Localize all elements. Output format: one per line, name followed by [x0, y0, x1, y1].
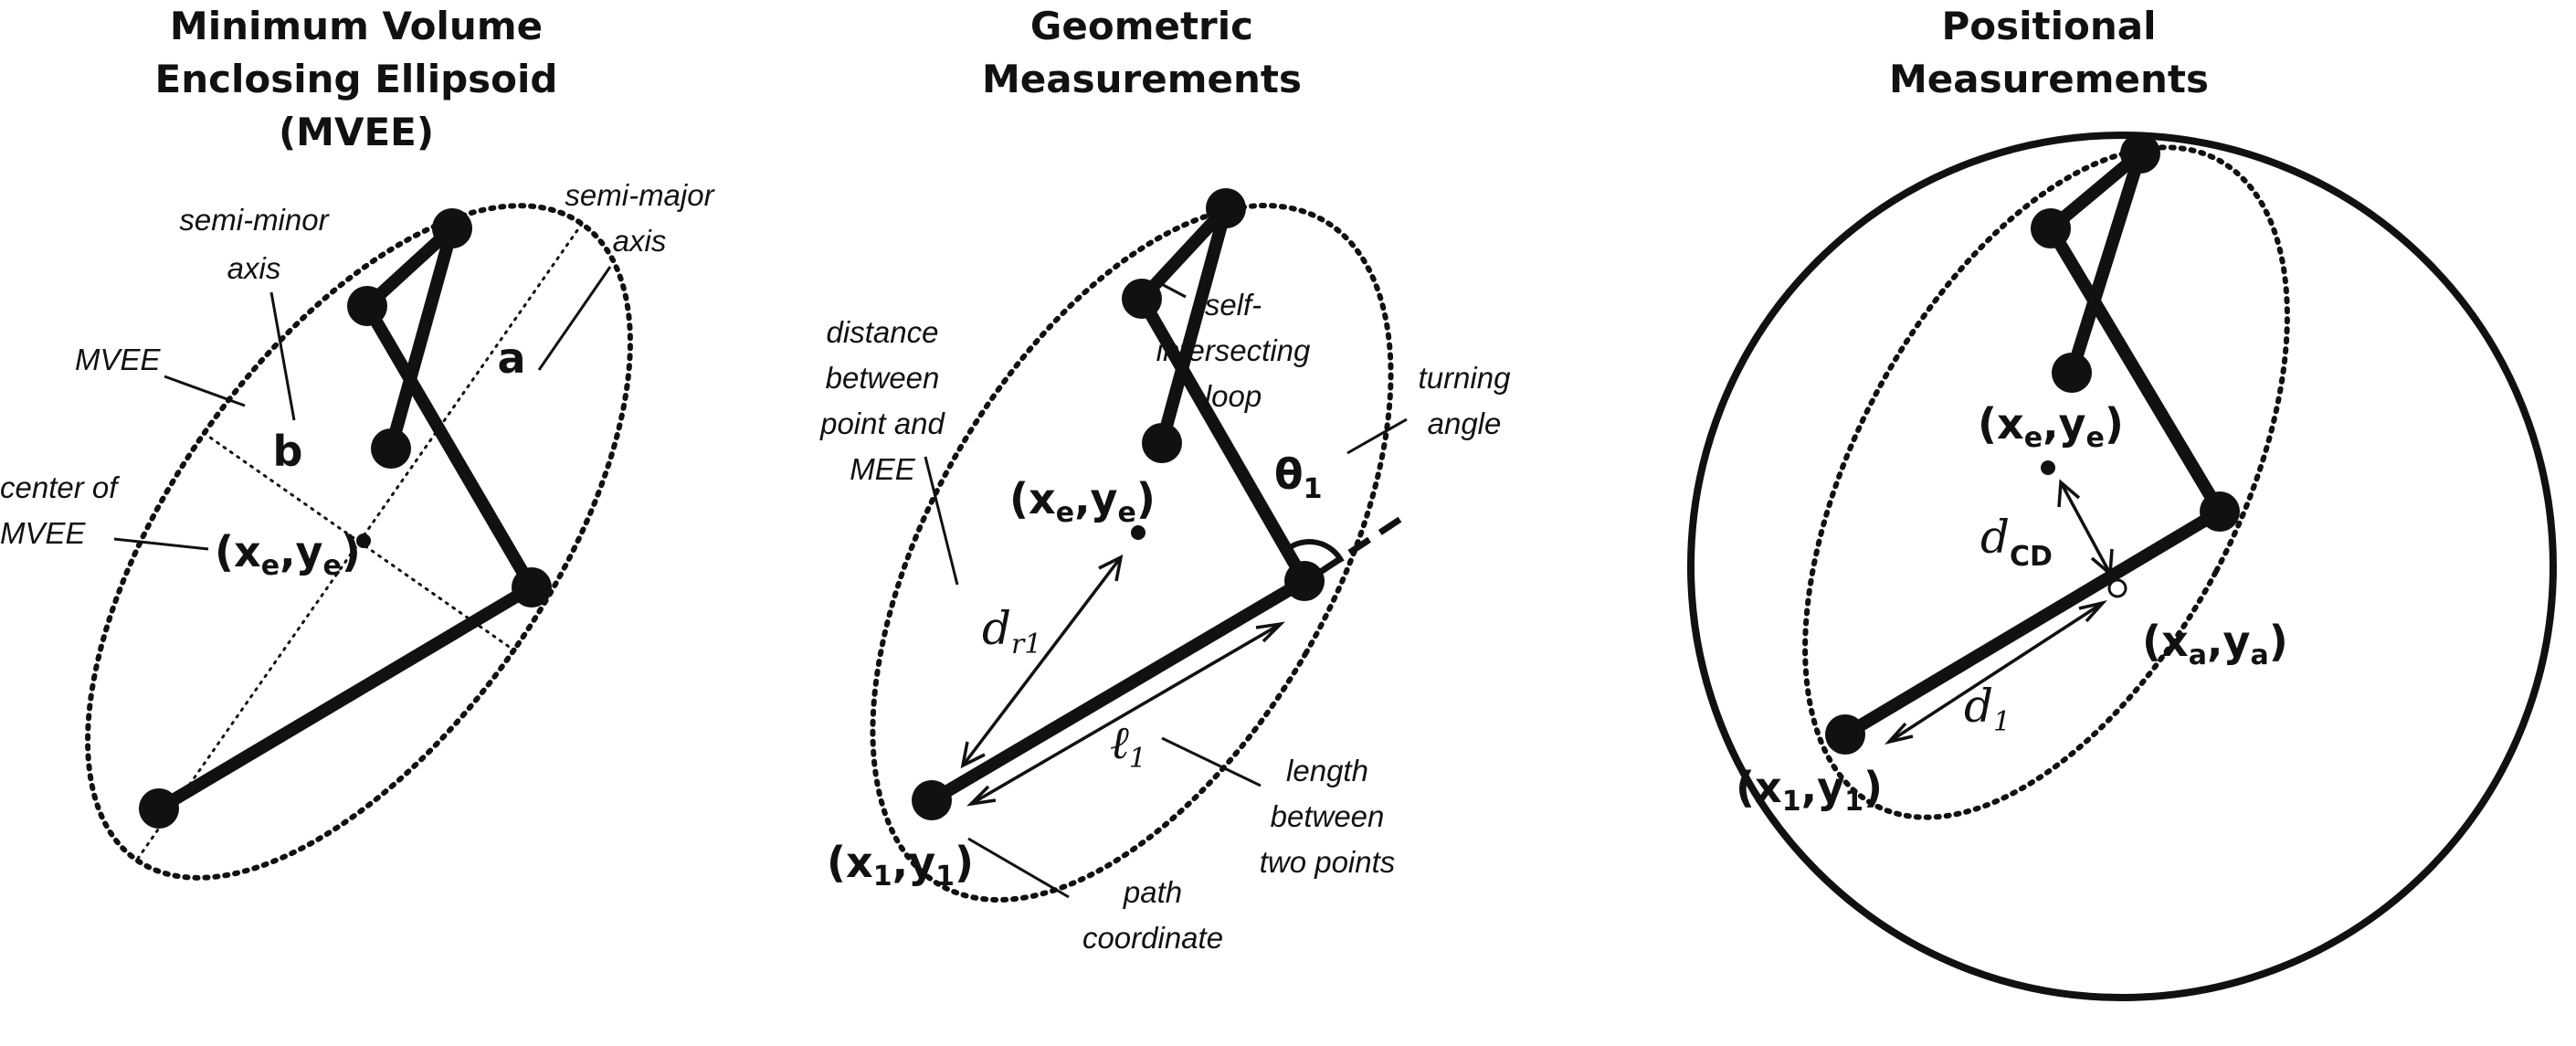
length-label-line-2: between [1271, 799, 1385, 833]
theta-label: θ1 [1274, 449, 1322, 505]
panel-3-title-line-2: Measurements [1889, 57, 2209, 101]
path-point [1142, 423, 1182, 463]
path-point [1122, 279, 1162, 319]
distance-label-line-2: between [826, 361, 940, 395]
path-label-line-2: coordinate [1082, 921, 1223, 955]
path-point [347, 286, 387, 326]
path-point [1206, 188, 1246, 228]
anchor-coord-label: (xa,ya) [2142, 617, 2288, 671]
path-point [512, 567, 552, 608]
semi-minor-label-line-2: axis [227, 251, 281, 285]
path-coord-label: (x1,y1) [1736, 763, 1883, 818]
panel-geometric: Geometric Measurements distance between … [765, 4, 1511, 986]
center-coord-label: (xe,ye) [1978, 399, 2124, 454]
path-point [1825, 714, 1865, 755]
center-label-line-2: MVEE [0, 516, 87, 550]
turning-leader [1347, 419, 1407, 453]
dcd-arrow-line [2061, 482, 2110, 574]
path-point [371, 428, 411, 469]
anchor-point [2109, 580, 2126, 597]
loop-label-line-3: loop [1205, 379, 1262, 413]
path-point [432, 208, 472, 248]
path-point [139, 788, 179, 829]
path-point [2031, 208, 2071, 248]
panel-positional: Positional Measurements (xe,ye) dCD d1 (… [1691, 4, 2553, 998]
turning-label-line-2: angle [1428, 407, 1502, 440]
center-coord-label: (xe,ye) [215, 527, 361, 582]
semi-minor-b-label: b [273, 427, 303, 476]
d1-symbol: d1 [1964, 680, 2011, 738]
distance-leader [925, 457, 957, 585]
path-leader [968, 839, 1069, 897]
loop-label-line-1: self- [1205, 288, 1262, 322]
center-coord-label: (xe,ye) [1009, 474, 1156, 529]
center-leader [114, 539, 208, 549]
path-point [2200, 491, 2240, 532]
distance-label-line-4: MEE [850, 452, 916, 486]
panel-1-title-line-3: (MVEE) [279, 110, 434, 154]
distance-label-line-1: distance [827, 315, 939, 349]
semi-minor-leader [271, 292, 294, 420]
semi-major-label-line-2: axis [613, 224, 667, 258]
length-symbol: ℓ1 [1110, 716, 1146, 775]
path-point [912, 780, 952, 820]
panel-mvee: Minimum Volume Enclosing Ellipsoid (MVEE… [0, 4, 736, 968]
mee-center-dot [2041, 460, 2055, 475]
path-label-line-1: path [1123, 875, 1182, 909]
path-coord-label: (x1,y1) [827, 838, 974, 893]
semi-minor-label-line-1: semi-minor [179, 203, 330, 237]
distance-label-line-3: point and [819, 407, 945, 440]
path-point [2120, 133, 2160, 174]
panel-1-title-line-1: Minimum Volume [170, 4, 543, 48]
distance-symbol: dr1 [982, 602, 1041, 660]
length-label-line-3: two points [1260, 845, 1396, 879]
path-point [2052, 353, 2092, 393]
semi-major-label-line-1: semi-major [565, 178, 715, 212]
semi-major-leader [539, 267, 610, 370]
mvee-label: MVEE [75, 343, 162, 376]
dcd-symbol: dCD [1980, 511, 2053, 573]
panel-1-title-line-2: Enclosing Ellipsoid [155, 57, 558, 101]
loop-label-line-2: intersecting [1156, 333, 1311, 367]
semi-major-a-label: a [497, 333, 525, 383]
panel-2-title-line-2: Measurements [982, 57, 1302, 101]
center-label-line-1: center of [0, 470, 121, 504]
path-point [1284, 561, 1325, 601]
panel-2-title-line-1: Geometric [1030, 4, 1253, 48]
length-label-line-1: length [1286, 754, 1368, 787]
turning-label-line-1: turning [1419, 361, 1512, 395]
panel-3-title-line-1: Positional [1942, 4, 2157, 48]
